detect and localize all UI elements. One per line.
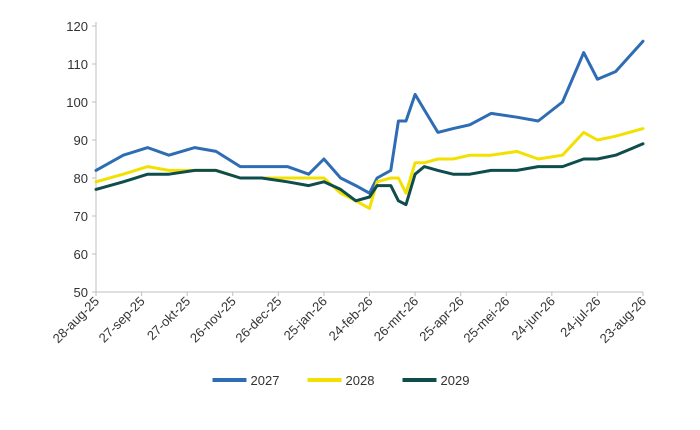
x-tick-label: 25-mei-26 [460,294,512,346]
legend-label-2029: 2029 [441,373,470,388]
y-tick-label: 110 [67,57,88,72]
y-tick-label: 70 [74,209,88,224]
x-tick-label: 27-okt-25 [144,294,193,343]
series-line-2027 [94,39,645,195]
x-tick-label: 25-jan-26 [281,294,330,343]
x-tick-label: 24-jun-26 [509,294,558,343]
y-tick-label: 90 [74,133,88,148]
y-tick-label: 60 [74,247,88,262]
legend-label-2027: 2027 [251,373,280,388]
x-tick-label: 24-jul-26 [557,294,603,340]
x-tick-label: 25-apr-26 [416,294,466,344]
x-tick-label: 26-dec-25 [232,294,284,346]
x-tick-label: 27-sep-25 [96,294,148,346]
y-tick-label: 50 [74,285,88,300]
series-line-2029 [94,142,645,207]
x-tick-label: 24-feb-26 [326,294,376,344]
x-tick-label: 26-mrt-26 [371,294,421,344]
x-tick-label: 23-aug-26 [597,294,650,347]
y-tick-label: 100 [66,95,88,110]
y-tick-label: 80 [74,171,88,186]
x-tick-label: 26-nov-25 [187,294,239,346]
y-tick-label: 120 [66,19,88,34]
x-tick-label: 28-aug-25 [50,294,103,347]
legend-label-2028: 2028 [346,373,375,388]
